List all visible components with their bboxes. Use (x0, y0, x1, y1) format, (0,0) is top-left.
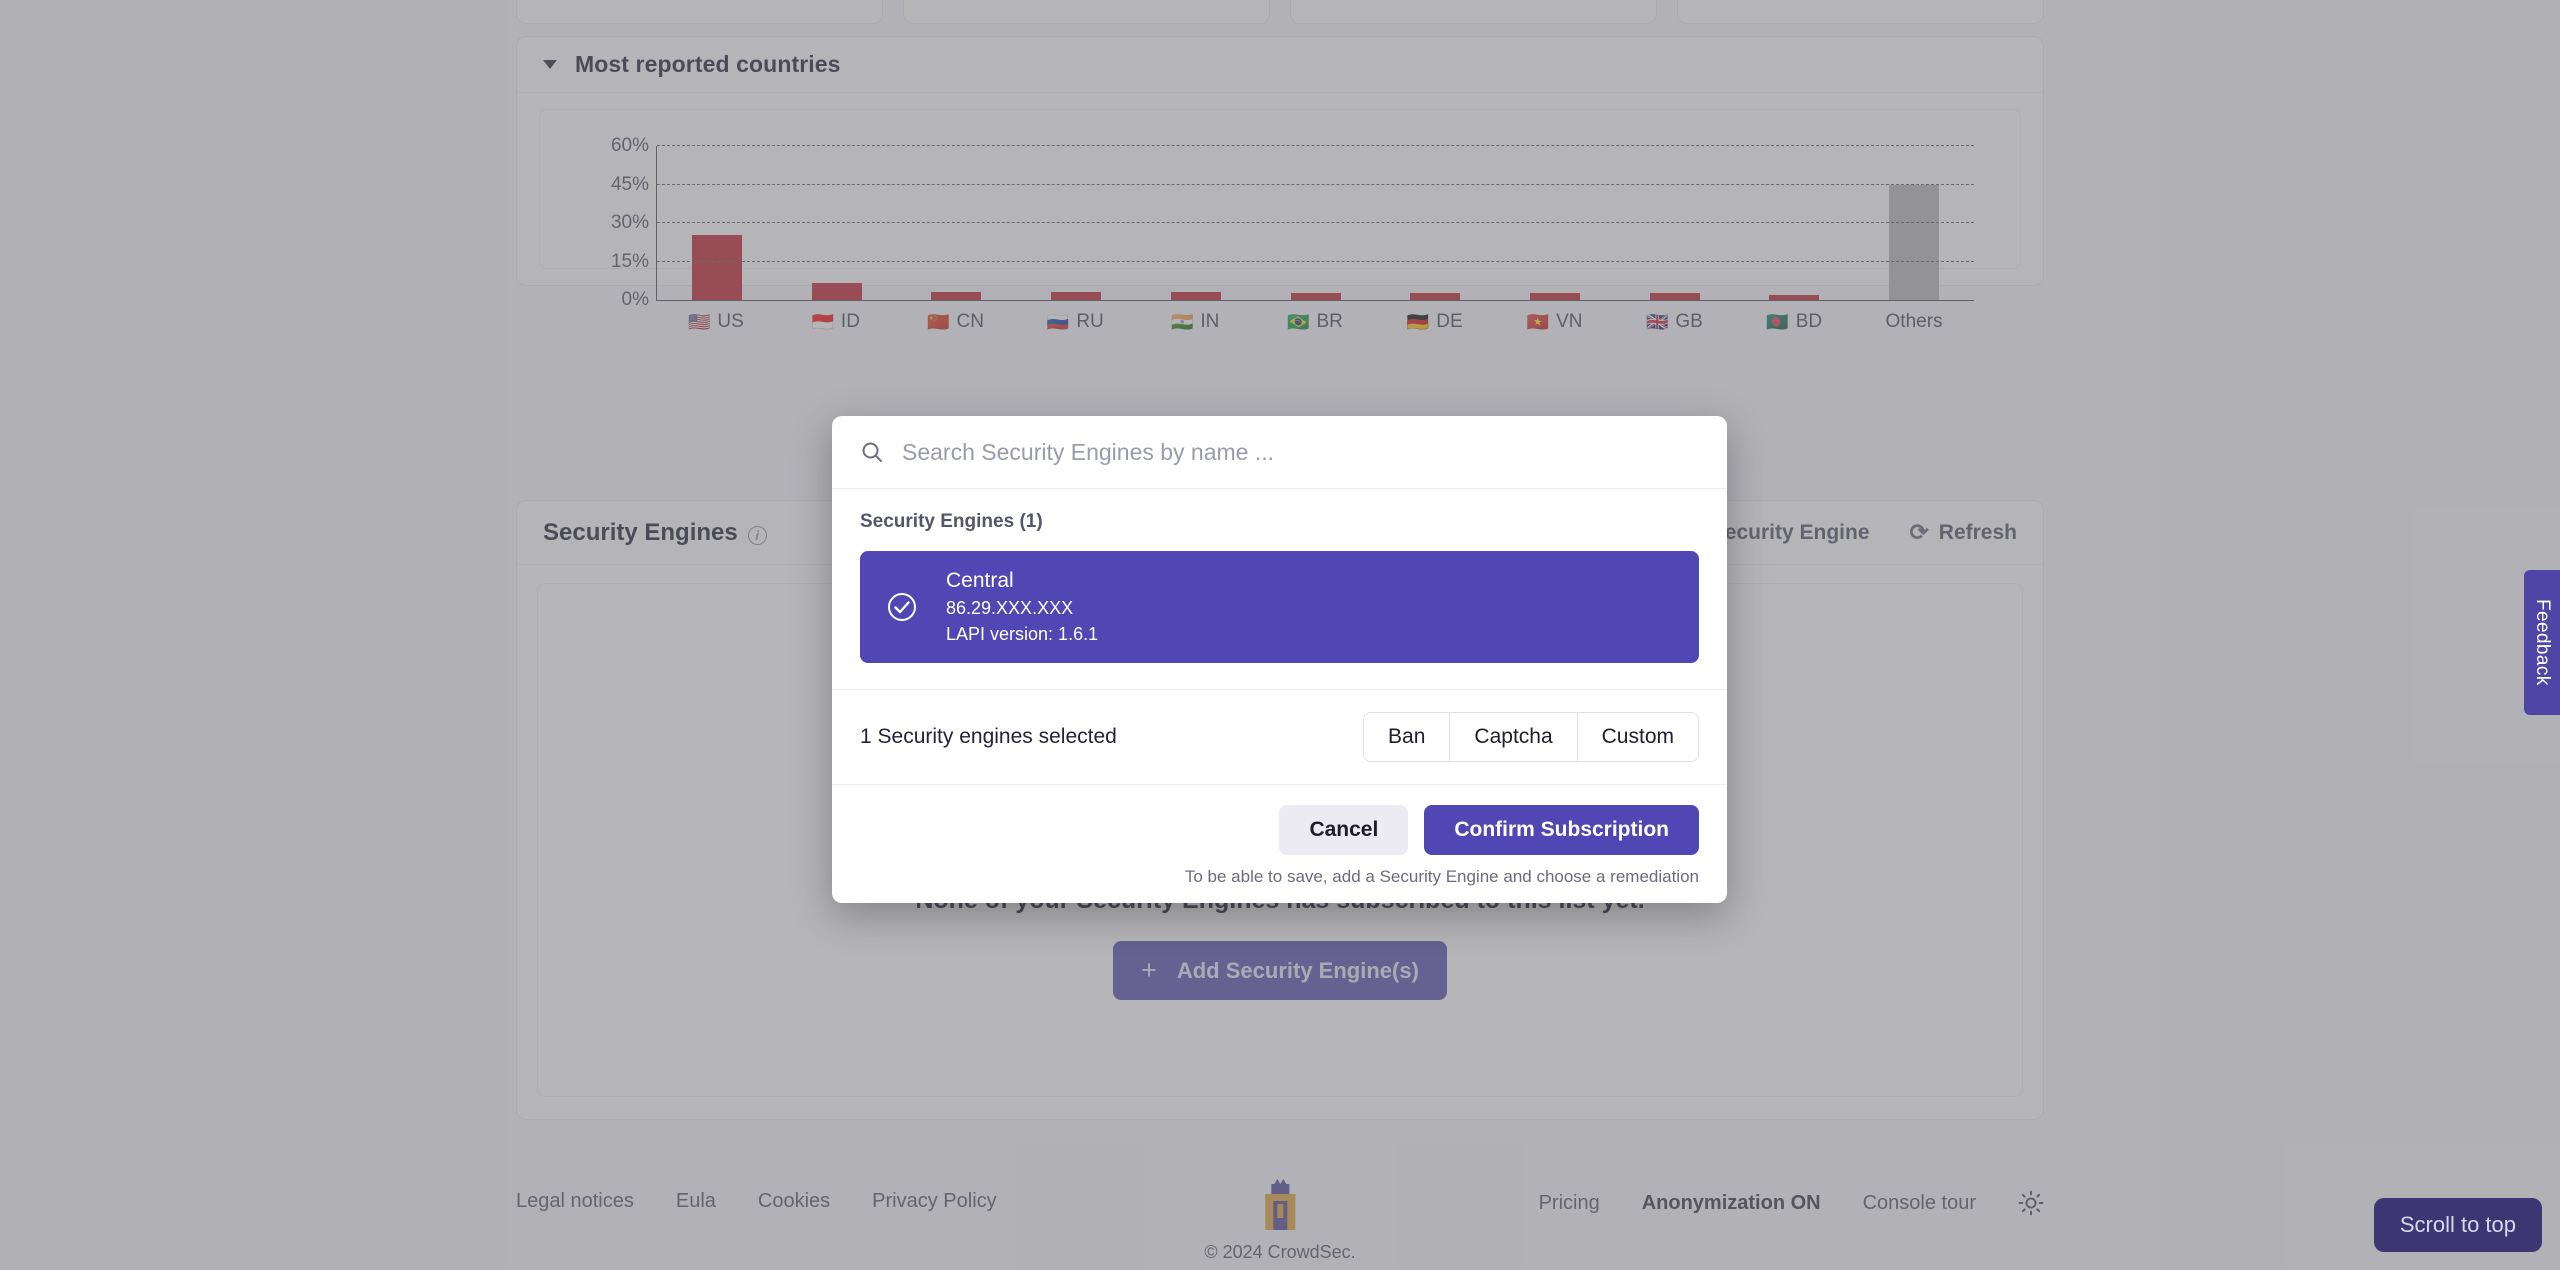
engine-list-caption: Security Engines (1) (860, 511, 1043, 532)
confirm-subscription-button[interactable]: Confirm Subscription (1424, 805, 1699, 855)
engine-lapi-version: LAPI version: 1.6.1 (946, 624, 1099, 644)
remediation-ban-button[interactable]: Ban (1364, 713, 1451, 761)
check-circle-icon (888, 593, 916, 621)
selected-count-label: 1 Security engines selected (860, 725, 1117, 748)
scroll-to-top-button[interactable]: Scroll to top (2373, 1198, 2542, 1252)
engine-ip: 86.29.XXX.XXX (946, 598, 1074, 618)
engine-name: Central (946, 569, 1014, 592)
modal-remediation-bar: 1 Security engines selected Ban Captcha Cu… (832, 690, 1727, 785)
engine-items: Central 86.29.XXX.XXX LAPI version: 1.6.1 (860, 551, 1699, 663)
engine-info: Central 86.29.XXX.XXX LAPI version: 1.6.1 (946, 569, 1098, 645)
modal-hint-text: To be able to save, add a Security Engin… (1184, 867, 1699, 886)
cancel-button[interactable]: Cancel (1279, 805, 1409, 855)
remediation-segmented-control: Ban Captcha Custom (1363, 712, 1699, 762)
feedback-tab[interactable]: Feedback (2524, 570, 2560, 715)
modal-footer: Cancel Confirm Subscription To be able t… (832, 785, 1727, 903)
modal-search-row (832, 416, 1727, 489)
engine-list-item[interactable]: Central 86.29.XXX.XXX LAPI version: 1.6.1 (860, 551, 1699, 663)
search-input[interactable] (902, 438, 1699, 466)
subscribe-security-engines-modal: Security Engines (1) Central 86.29.XXX.XX… (832, 416, 1727, 903)
remediation-captcha-button[interactable]: Captcha (1450, 713, 1578, 761)
remediation-custom-button[interactable]: Custom (1577, 713, 1698, 761)
modal-buttons: Cancel Confirm Subscription (1279, 805, 1699, 855)
modal-engine-list: Security Engines (1) Central 86.29.XXX.XX… (832, 489, 1727, 690)
search-icon (862, 442, 882, 462)
feedback-tab-label: Feedback (2532, 599, 2553, 686)
